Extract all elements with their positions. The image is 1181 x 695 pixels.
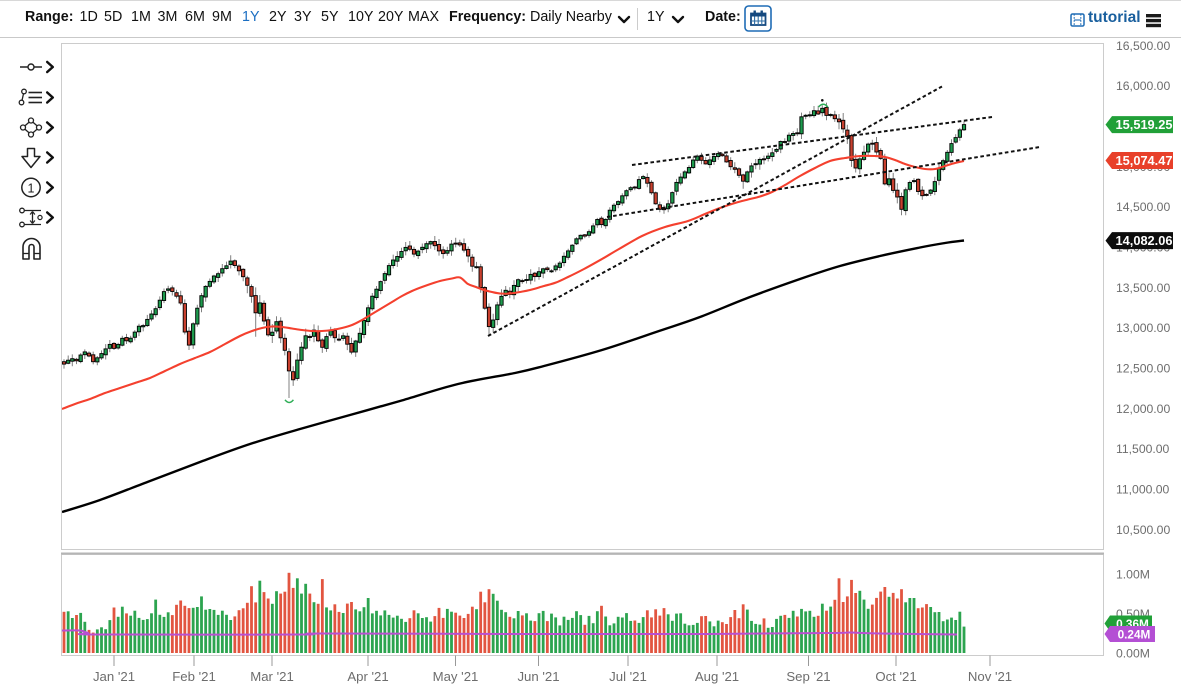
svg-text:Apr '21: Apr '21 — [347, 669, 388, 684]
svg-text:Aug '21: Aug '21 — [695, 669, 739, 684]
svg-text:16,500.00: 16,500.00 — [1116, 39, 1170, 53]
svg-text:1.00M: 1.00M — [1116, 568, 1150, 582]
svg-text:12,000.00: 12,000.00 — [1116, 402, 1170, 416]
svg-text:11,500.00: 11,500.00 — [1116, 442, 1170, 456]
svg-text:16,000.00: 16,000.00 — [1116, 79, 1170, 93]
svg-text:11,000.00: 11,000.00 — [1116, 483, 1170, 497]
svg-text:Jul '21: Jul '21 — [609, 669, 647, 684]
svg-text:Sep '21: Sep '21 — [786, 669, 830, 684]
svg-text:Jan '21: Jan '21 — [93, 669, 135, 684]
svg-text:0.24M: 0.24M — [1118, 628, 1151, 642]
svg-text:Oct '21: Oct '21 — [875, 669, 916, 684]
svg-text:12,500.00: 12,500.00 — [1116, 362, 1170, 376]
svg-text:0.00M: 0.00M — [1116, 646, 1150, 660]
svg-text:14,500.00: 14,500.00 — [1116, 200, 1170, 214]
svg-text:Nov '21: Nov '21 — [968, 669, 1012, 684]
svg-text:10,500.00: 10,500.00 — [1116, 523, 1170, 537]
svg-text:13,000.00: 13,000.00 — [1116, 321, 1170, 335]
svg-text:Mar '21: Mar '21 — [250, 669, 294, 684]
svg-text:15,074.47: 15,074.47 — [1116, 153, 1173, 168]
svg-text:15,519.25: 15,519.25 — [1116, 117, 1173, 132]
svg-text:14,082.06: 14,082.06 — [1116, 233, 1173, 248]
svg-text:Feb '21: Feb '21 — [172, 669, 216, 684]
svg-text:1: 1 — [28, 181, 35, 195]
svg-text:May '21: May '21 — [433, 669, 479, 684]
svg-text:Jun '21: Jun '21 — [517, 669, 559, 684]
svg-text:13,500.00: 13,500.00 — [1116, 281, 1170, 295]
